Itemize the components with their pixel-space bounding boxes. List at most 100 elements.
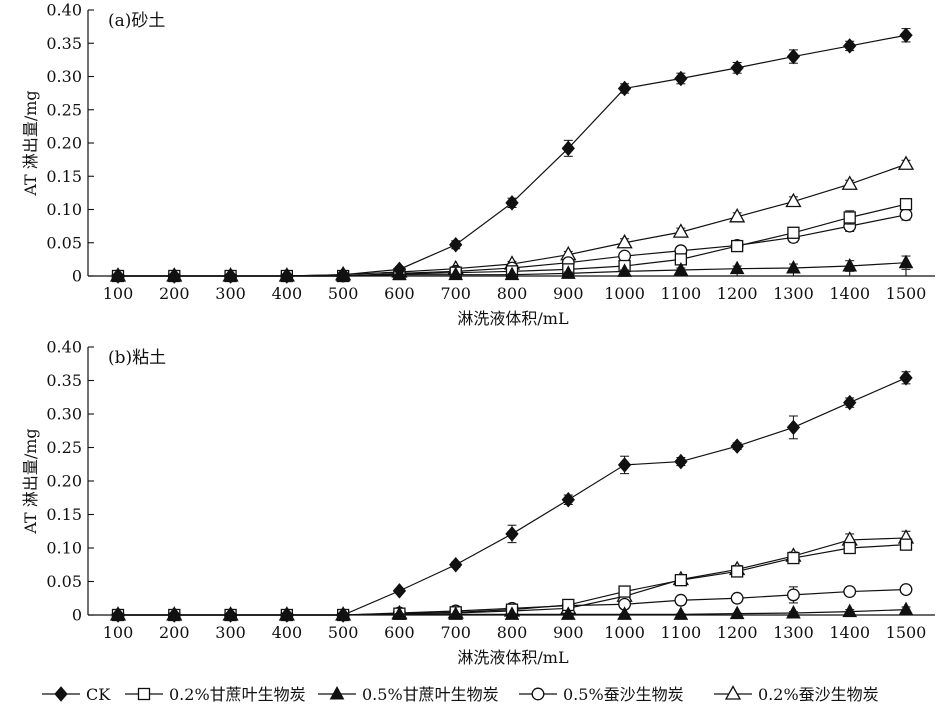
- y-tick-label: 0.30: [46, 405, 82, 424]
- data-point: [843, 585, 857, 599]
- data-point: [730, 591, 744, 605]
- y-tick-label: 0.05: [46, 572, 82, 591]
- x-tick-label: 1500: [886, 623, 927, 642]
- x-axis-title: 淋洗液体积/mL: [457, 648, 569, 667]
- data-point: [729, 260, 745, 275]
- legend-label: CK: [86, 685, 111, 704]
- x-tick-label: 600: [384, 623, 415, 642]
- x-tick-label: 900: [553, 623, 584, 642]
- y-tick-label: 0.05: [46, 233, 82, 252]
- x-tick-label: 1400: [829, 623, 870, 642]
- data-point: [785, 192, 802, 208]
- legend-label: 0.2%甘蔗叶生物炭: [169, 685, 306, 704]
- chart-panel-sandy-soil: 0 0.05 0.10 0.15 0.20 0.25 0.30 0.35 0.40 100 200 3…: [21, 1, 935, 328]
- legend-marker: [137, 687, 151, 701]
- legend-item: CK: [42, 685, 111, 704]
- data-point: [167, 268, 181, 284]
- x-tick-label: 1000: [604, 623, 645, 642]
- data-point: [674, 574, 688, 587]
- legend-marker: [54, 686, 68, 702]
- data-point: [899, 198, 913, 211]
- data-point: [899, 208, 913, 222]
- legend-item: 0.2%蚕沙生物炭: [714, 685, 879, 704]
- data-point: [674, 593, 688, 607]
- data-point: [730, 60, 744, 76]
- y-tick-label: 0.30: [46, 67, 82, 86]
- x-tick-label: 1200: [717, 623, 758, 642]
- x-tick-label: 300: [215, 623, 246, 642]
- data-point: [618, 585, 631, 598]
- legend-marker: [329, 685, 345, 700]
- x-tick-label: 1100: [660, 284, 701, 303]
- data-point: [561, 491, 575, 508]
- data-point: [336, 607, 350, 623]
- data-point: [786, 259, 801, 274]
- chart-panel-clay-soil: 0 0.05 0.10 0.15 0.20 0.25 0.30 0.35 0.40 100 200 3…: [21, 338, 935, 667]
- data-point: [786, 604, 801, 619]
- panel-label: (b)粘土: [108, 348, 166, 368]
- data-point: [730, 239, 744, 253]
- x-tick-label: 500: [328, 623, 359, 642]
- y-tick-label: 0.25: [46, 100, 82, 119]
- x-tick-label: 500: [328, 284, 359, 303]
- data-point: [448, 266, 464, 281]
- data-point: [617, 263, 632, 277]
- x-tick-label: 800: [497, 284, 528, 303]
- y-tick-label: 0.20: [46, 472, 82, 491]
- data-point: [223, 268, 238, 284]
- data-point: [617, 457, 632, 473]
- legend-item: 0.5%甘蔗叶生物炭: [318, 685, 499, 704]
- x-tick-label: 1300: [773, 284, 814, 303]
- data-point: [730, 438, 744, 454]
- legend-label: 0.5%蚕沙生物炭: [563, 685, 684, 704]
- legend: CK 0.2%甘蔗叶生物炭 0.5%甘蔗叶生物炭 0.5%蚕沙生物炭 0.2%蚕沙生物炭: [42, 685, 879, 704]
- data-point: [392, 583, 407, 599]
- data-point: [617, 606, 632, 620]
- data-point: [843, 211, 856, 224]
- panel-label: (a)砂土: [108, 11, 165, 31]
- data-point: [786, 419, 801, 436]
- y-axis-title: AT 淋出量/mg: [21, 90, 40, 196]
- data-point: [842, 257, 858, 272]
- legend-label: 0.2%蚕沙生物炭: [758, 685, 879, 704]
- data-point: [111, 268, 125, 284]
- data-point: [448, 606, 464, 620]
- y-tick-label: 0.15: [46, 167, 82, 186]
- y-axis-title: AT 淋出量/mg: [21, 428, 40, 534]
- data-point: [673, 606, 689, 620]
- data-point: [841, 175, 858, 190]
- x-tick-label: 200: [159, 284, 190, 303]
- data-point: [843, 541, 856, 555]
- data-point: [616, 233, 633, 249]
- y-tick-label: 0.20: [46, 134, 82, 153]
- data-point: [672, 223, 689, 238]
- x-tick-label: 700: [440, 623, 471, 642]
- data-point: [280, 268, 294, 284]
- x-tick-label: 1500: [886, 284, 927, 303]
- series-line: [118, 377, 907, 616]
- y-tick-label: 0.40: [46, 1, 82, 20]
- x-tick-label: 700: [440, 284, 471, 303]
- x-tick-label: 600: [384, 284, 415, 303]
- data-point: [899, 583, 913, 596]
- data-point: [392, 261, 407, 278]
- x-tick-label: 300: [215, 284, 246, 303]
- data-point: [560, 606, 576, 620]
- legend-marker: [724, 685, 742, 700]
- data-point: [787, 551, 800, 565]
- x-tick-label: 900: [553, 284, 584, 303]
- y-tick-label: 0.10: [46, 539, 82, 558]
- data-point: [449, 556, 463, 573]
- data-point: [899, 27, 913, 44]
- data-point: [167, 607, 181, 623]
- x-tick-label: 100: [103, 623, 134, 642]
- x-tick-label: 1400: [829, 284, 870, 303]
- data-point: [223, 607, 238, 623]
- x-tick-label: 400: [272, 284, 303, 303]
- data-point: [280, 607, 294, 623]
- data-point: [505, 195, 519, 211]
- data-point: [898, 601, 914, 616]
- data-point: [729, 605, 745, 620]
- y-tick-label: 0.35: [46, 371, 82, 390]
- data-point: [336, 266, 350, 283]
